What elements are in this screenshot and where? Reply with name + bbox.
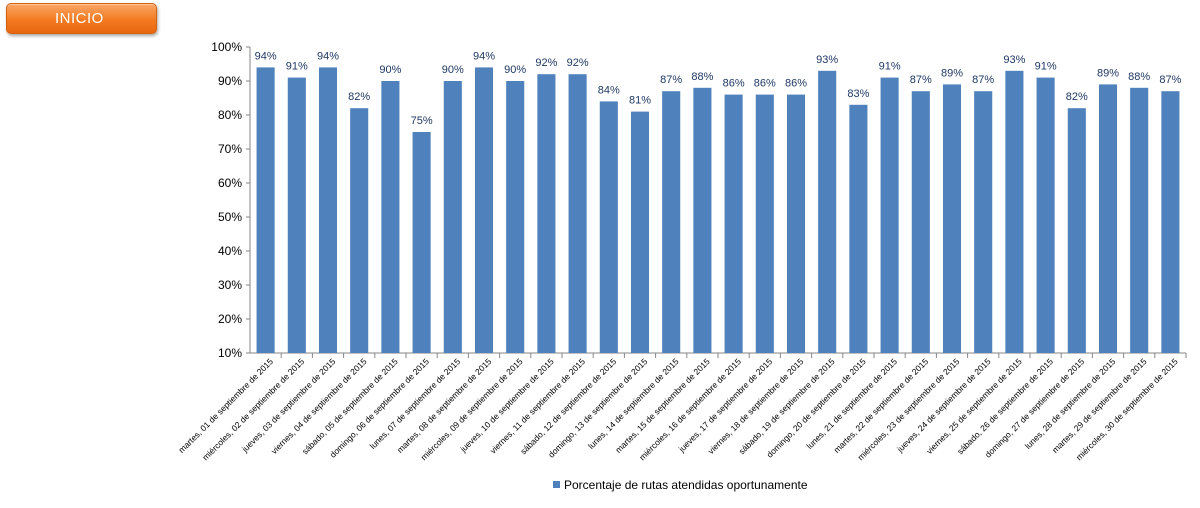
data-label: 92% [535, 57, 557, 69]
bar [350, 108, 369, 353]
bar [662, 91, 681, 353]
bar [568, 74, 587, 353]
data-label: 82% [1066, 91, 1088, 103]
bar [786, 94, 806, 353]
bar [1005, 70, 1024, 354]
bar [630, 111, 650, 353]
bar [693, 87, 712, 354]
data-label: 75% [411, 115, 433, 127]
bar [599, 101, 618, 354]
bar [942, 84, 962, 354]
y-tick-label: 70% [218, 142, 242, 156]
bar [1036, 77, 1055, 353]
bar [849, 104, 868, 353]
inicio-button[interactable]: INICIO [6, 3, 157, 34]
data-label: 93% [1003, 54, 1025, 66]
data-label: 91% [1035, 61, 1057, 73]
data-label: 86% [723, 78, 745, 90]
data-label: 87% [660, 74, 682, 86]
y-tick-label: 90% [218, 74, 242, 88]
data-label: 87% [1159, 74, 1181, 86]
data-label: 90% [442, 64, 464, 76]
bar [474, 67, 494, 354]
bar [506, 81, 525, 353]
bar [911, 91, 930, 353]
bar [318, 67, 338, 354]
bar [1098, 84, 1118, 354]
data-label: 92% [567, 57, 589, 69]
bar [443, 81, 462, 353]
data-label: 94% [317, 50, 339, 62]
y-tick-label: 80% [218, 108, 242, 122]
bar [724, 94, 743, 353]
y-tick-label: 40% [218, 244, 242, 258]
bar [974, 91, 993, 353]
data-label: 93% [816, 54, 838, 66]
bar [1130, 87, 1149, 354]
bar [1161, 91, 1180, 353]
data-label: 83% [847, 88, 869, 100]
data-label: 91% [879, 61, 901, 73]
y-tick-label: 30% [218, 278, 242, 292]
data-label: 91% [286, 61, 308, 73]
bar [537, 74, 556, 353]
data-label: 90% [504, 64, 526, 76]
data-label: 82% [348, 91, 370, 103]
bar [381, 81, 400, 353]
bar [818, 70, 837, 354]
data-label: 84% [598, 84, 620, 96]
data-label: 86% [754, 78, 776, 90]
legend-label: Porcentaje de rutas atendidas oportuname… [564, 478, 808, 492]
bar [287, 77, 306, 353]
data-label: 89% [1097, 67, 1119, 79]
y-tick-label: 50% [218, 210, 242, 224]
data-label: 90% [379, 64, 401, 76]
data-label: 81% [629, 95, 651, 107]
data-label: 94% [255, 50, 277, 62]
data-label: 89% [941, 67, 963, 79]
y-tick-label: 20% [218, 312, 242, 326]
y-tick-label: 60% [218, 176, 242, 190]
bar [256, 67, 275, 354]
data-label: 87% [972, 74, 994, 86]
bar [755, 94, 774, 353]
data-label: 88% [1128, 71, 1150, 83]
data-label: 88% [691, 71, 713, 83]
data-label: 86% [785, 78, 807, 90]
data-label: 94% [473, 50, 495, 62]
bar [412, 132, 431, 353]
y-tick-label: 10% [218, 346, 242, 360]
bar [880, 77, 899, 353]
legend-swatch [553, 481, 560, 488]
bar [1067, 108, 1086, 353]
y-tick-label: 100% [211, 40, 242, 54]
data-label: 87% [910, 74, 932, 86]
